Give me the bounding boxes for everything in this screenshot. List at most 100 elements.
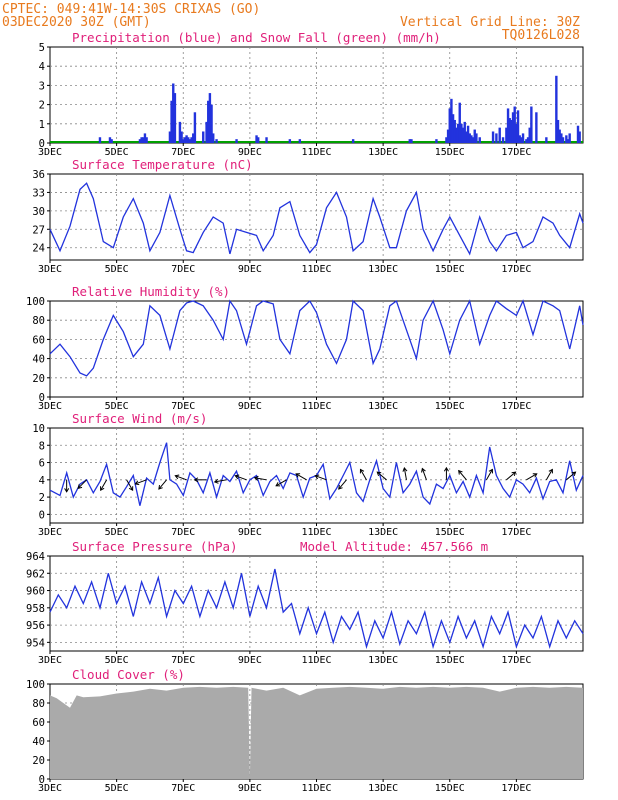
precip-bar xyxy=(558,129,561,143)
precip-bar xyxy=(193,112,197,143)
precip-bar xyxy=(445,137,448,143)
wind-arrow-head xyxy=(77,484,83,489)
panel-title: Surface Temperature (nC) xyxy=(72,157,253,172)
x-tick-label: 9DEC xyxy=(238,147,262,158)
wind-arrow-head xyxy=(548,468,553,474)
wind-arrow xyxy=(403,467,407,480)
precip-bar xyxy=(555,75,558,143)
x-tick-label: 5DEC xyxy=(105,147,129,158)
precip-bar xyxy=(458,102,461,143)
x-tick-label: 17DEC xyxy=(501,147,531,158)
x-tick-label: 3DEC xyxy=(38,147,62,158)
precip-bar xyxy=(185,135,188,143)
header-station: CPTEC: 049:41W-14:30S CRIXAS (GO) xyxy=(2,2,260,17)
panel-title: Surface Wind (m/s) xyxy=(72,411,207,426)
precip-bar xyxy=(526,137,530,143)
x-tick-label: 5DEC xyxy=(105,783,129,794)
wind-arrow xyxy=(360,469,367,481)
x-tick-label: 17DEC xyxy=(501,783,531,794)
rh-series-line xyxy=(49,299,584,377)
wind-arrow-head xyxy=(511,471,517,477)
x-tick-label: 3DEC xyxy=(38,655,62,666)
cloud-area xyxy=(50,686,583,779)
precip-bar xyxy=(408,139,411,143)
panel-subtitle: Model Altitude: 457.566 m xyxy=(300,539,488,554)
precip-bar xyxy=(511,112,515,143)
panels: 3DEC 5DEC 7DEC 9DEC 11DEC 13DEC 15DEC 17DEC0123… xyxy=(26,30,584,794)
panel-title: Surface Pressure (hPa) xyxy=(72,539,238,554)
precip-bar xyxy=(435,139,438,143)
precip-bar xyxy=(463,121,466,143)
x-tick-label: 3DEC xyxy=(38,783,62,794)
precip-bar xyxy=(528,127,531,143)
wind-arrow-head xyxy=(213,478,219,484)
precip-bar xyxy=(110,139,113,143)
x-tick-label: 7DEC xyxy=(171,527,195,538)
y-tick-label: 0 xyxy=(39,774,45,786)
wind-arrow xyxy=(545,469,553,481)
precip-bar xyxy=(518,135,521,143)
y-tick-label: 10 xyxy=(32,423,45,435)
precip-bar xyxy=(168,131,172,143)
y-tick-label: 60 xyxy=(32,717,45,729)
precip-bar xyxy=(450,98,453,143)
precip-bar xyxy=(180,131,183,143)
y-tick-label: 964 xyxy=(26,551,45,563)
plot-frame xyxy=(49,173,584,261)
y-tick-label: 30 xyxy=(32,206,45,218)
wind-arrow-head xyxy=(314,474,320,480)
y-tick-label: 20 xyxy=(32,373,45,385)
x-tick-label: 15DEC xyxy=(435,527,465,538)
x-tick-label: 9DEC xyxy=(238,527,262,538)
y-tick-label: 20 xyxy=(32,755,45,767)
wind-arrow-head xyxy=(421,467,426,473)
precip-bar xyxy=(506,108,510,143)
precip-bar xyxy=(453,119,456,143)
wind-arrow xyxy=(135,479,147,485)
header-model: TQ0126L028 xyxy=(502,28,580,43)
precip-bar xyxy=(498,127,501,143)
precip-bar xyxy=(556,119,560,143)
x-tick-label: 13DEC xyxy=(368,527,398,538)
panel-wind: 3DEC 5DEC 7DEC 9DEC 11DEC 13DEC 15DEC 17DEC 0 2 4 6… xyxy=(32,411,584,538)
wind-arrow xyxy=(315,475,327,481)
x-tick-label: 13DEC xyxy=(368,783,398,794)
y-tick-label: 958 xyxy=(26,603,45,615)
precip-bar xyxy=(461,127,465,143)
y-tick-label: 60 xyxy=(32,334,45,346)
x-tick-label: 9DEC xyxy=(238,264,262,275)
precip-bar xyxy=(466,125,470,143)
precip-bar xyxy=(530,106,533,143)
wind-arrow xyxy=(214,479,227,483)
y-tick-label: 954 xyxy=(26,637,45,649)
precip-bar xyxy=(188,139,192,143)
precip-bar xyxy=(98,137,102,143)
precip-bar xyxy=(138,139,142,143)
wind-arrow xyxy=(175,475,187,481)
y-tick-label: 100 xyxy=(26,296,45,308)
precip-bar xyxy=(568,133,571,143)
precip-bar xyxy=(491,131,495,143)
precip-bar xyxy=(478,137,481,143)
wind-arrow xyxy=(421,468,427,480)
x-tick-label: 13DEC xyxy=(368,264,398,275)
precip-bar xyxy=(172,83,175,143)
precip-bar xyxy=(192,133,195,143)
y-tick-label: 3 xyxy=(39,80,45,92)
precip-bar xyxy=(565,135,568,143)
wind-arrow-head xyxy=(532,473,538,478)
precip-bar xyxy=(510,119,513,143)
precip-bar xyxy=(187,137,190,143)
x-tick-label: 11DEC xyxy=(301,783,331,794)
y-tick-label: 4 xyxy=(39,61,45,73)
precip-bar xyxy=(455,127,458,143)
wind-arrow-head xyxy=(253,475,259,481)
panel-press: 3DEC 5DEC 7DEC 9DEC 11DEC 13DEC 15DEC 17DEC 954 9… xyxy=(26,539,584,666)
precip-bar xyxy=(265,137,268,143)
panel-cloud: 3DEC 5DEC 7DEC 9DEC 11DEC 13DEC 15DEC 17DEC 0 20 4… xyxy=(26,667,584,794)
header-grid-line: Vertical Grid Line: 30Z xyxy=(400,15,580,30)
x-tick-label: 7DEC xyxy=(171,783,195,794)
wind-arrow xyxy=(235,475,247,481)
wind-arrow xyxy=(254,477,267,481)
